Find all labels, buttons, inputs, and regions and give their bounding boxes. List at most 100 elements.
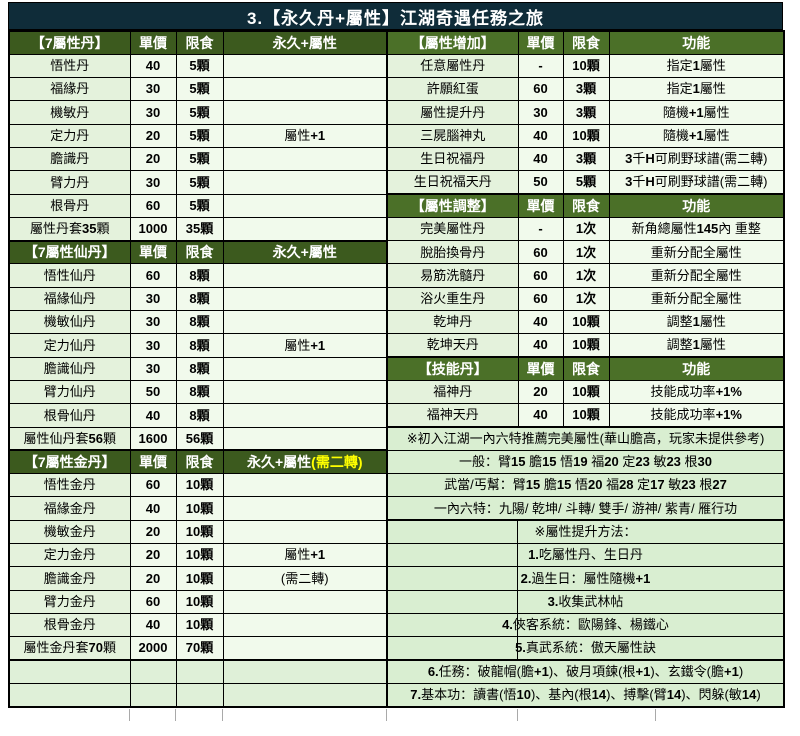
table-row: 屬性金丹套70顆 2000 70顆 bbox=[8, 636, 388, 662]
effect-cell bbox=[222, 100, 388, 125]
limit-cell: 10顆 bbox=[562, 310, 610, 335]
limit-cell: 5顆 bbox=[562, 170, 610, 196]
table-row: 福神丹 20 10顆 技能成功率+1% bbox=[386, 379, 785, 405]
note-row: 一內六特：九陽/ 乾坤/ 斗轉/ 雙手/ 游神/ 紫青/ 雁行功 bbox=[386, 496, 785, 521]
table-row: 易筋洗髓丹 60 1次 重新分配全屬性 bbox=[386, 263, 785, 288]
price-cell: 40 bbox=[129, 612, 177, 638]
price-cell: 60 bbox=[517, 240, 564, 265]
header-label: 永久+屬性 bbox=[272, 34, 337, 51]
section-header-cell: 限食 bbox=[562, 356, 610, 381]
item-name-cell: 悟性丹 bbox=[8, 53, 131, 79]
item-name-cell: 臂力仙丹 bbox=[8, 379, 131, 405]
limit-cell: 8顆 bbox=[175, 333, 224, 358]
effect-cell bbox=[222, 379, 388, 405]
price-cell: 40 bbox=[517, 403, 564, 429]
item-name-cell: 乾坤丹 bbox=[386, 310, 519, 335]
table-row: 三屍腦神丸 40 10顆 隨機+1屬性 bbox=[386, 123, 785, 148]
note-cell: 7.基本功：讀書(悟10)、基內(根14)、搏擊(臂14)、閃躲(敏14) bbox=[386, 682, 785, 708]
note-row: ※屬性提升方法： bbox=[386, 519, 785, 546]
table-row: 屬性丹套35顆 1000 35顆 bbox=[8, 216, 388, 242]
limit-cell: 5顆 bbox=[175, 123, 224, 148]
section-header-cell: 限食 bbox=[175, 449, 224, 475]
item-name-cell: 機敏丹 bbox=[8, 100, 131, 125]
section-header-cell: 【7屬性丹】 bbox=[8, 29, 131, 55]
table-row: 定力仙丹 30 8顆 屬性+1 bbox=[8, 333, 388, 358]
header-label: 【屬性調整】 bbox=[410, 197, 495, 214]
limit-cell: 5顆 bbox=[175, 170, 224, 195]
section-header-cell: 單價 bbox=[129, 29, 177, 55]
limit-cell: 10顆 bbox=[562, 333, 610, 359]
limit-cell: 8顆 bbox=[175, 403, 224, 428]
note-cell: 2.過生日：屬性隨機+1 bbox=[386, 566, 785, 592]
note-cell: ※初入江湖一內六特推薦完美屬性(華山膽高，玩家未提供參考) bbox=[386, 426, 785, 451]
price-cell: 40 bbox=[129, 496, 177, 521]
section-header-cell: 【7屬性金丹】 bbox=[8, 449, 131, 475]
effect-cell bbox=[222, 216, 388, 242]
limit-cell: 10顆 bbox=[175, 519, 224, 545]
item-name-cell: 悟性仙丹 bbox=[8, 263, 131, 288]
table-row: 膽識金丹 20 10顆 (需二轉) bbox=[8, 566, 388, 591]
item-name-cell: 機敏金丹 bbox=[8, 519, 131, 545]
price-cell: 30 bbox=[129, 333, 177, 358]
note-cell: 武當/丐幫：臂15 膽15 悟20 福28 定17 敏23 根27 bbox=[386, 473, 785, 498]
limit-cell: 5顆 bbox=[175, 53, 224, 79]
table-row: 臂力金丹 60 10顆 bbox=[8, 589, 388, 614]
section-header-cell: 限食 bbox=[175, 29, 224, 55]
item-name-cell: 乾坤天丹 bbox=[386, 333, 519, 359]
header-label: 限食 bbox=[185, 453, 214, 470]
item-name-cell: 根骨仙丹 bbox=[8, 403, 131, 428]
header-label: 限食 bbox=[185, 34, 214, 51]
limit-cell: 10顆 bbox=[175, 589, 224, 614]
table-row: 膽識丹 20 5顆 bbox=[8, 146, 388, 172]
table-row: 屬性提升丹 30 3顆 隨機+1屬性 bbox=[386, 100, 785, 125]
price-cell: 50 bbox=[129, 379, 177, 405]
item-name-cell: 屬性丹套35顆 bbox=[8, 216, 131, 242]
note-row: 一般：臂15 膽15 悟19 福20 定23 敏23 根30 bbox=[386, 449, 785, 475]
price-cell: 20 bbox=[129, 566, 177, 591]
item-name-cell: 福神丹 bbox=[386, 379, 519, 405]
effect-cell: 技能成功率+1% bbox=[608, 379, 785, 405]
effect-cell bbox=[222, 356, 388, 381]
price-cell: 40 bbox=[129, 53, 177, 79]
price-cell: 20 bbox=[517, 379, 564, 405]
table-row: 浴火重生丹 60 1次 重新分配全屬性 bbox=[386, 286, 785, 312]
item-name-cell: 完美屬性丹 bbox=[386, 216, 519, 242]
empty-cell bbox=[129, 682, 177, 708]
section-header-cell: 【屬性增加】 bbox=[386, 29, 519, 55]
price-cell: 60 bbox=[517, 263, 564, 288]
limit-cell: 10顆 bbox=[562, 53, 610, 79]
item-name-cell: 浴火重生丹 bbox=[386, 286, 519, 312]
table-row: 許願紅蛋 60 3顆 指定1屬性 bbox=[386, 77, 785, 102]
header-label: 單價 bbox=[526, 34, 555, 51]
header-highlight: (需二轉) bbox=[311, 453, 363, 470]
price-cell: 50 bbox=[517, 170, 564, 196]
empty-cell bbox=[175, 659, 224, 684]
header-label: 【7屬性丹】 bbox=[30, 34, 109, 51]
price-cell: 1000 bbox=[129, 216, 177, 242]
section-header-cell: 限食 bbox=[562, 193, 610, 218]
limit-cell: 10顆 bbox=[562, 379, 610, 405]
effect-cell: 屬性+1 bbox=[222, 333, 388, 358]
header-label: 限食 bbox=[185, 244, 214, 261]
note-cell: ※屬性提升方法： bbox=[386, 519, 785, 546]
item-name-cell: 定力丹 bbox=[8, 123, 131, 148]
price-cell: 20 bbox=[129, 543, 177, 568]
effect-cell: 隨機+1屬性 bbox=[608, 123, 785, 148]
limit-cell: 10顆 bbox=[175, 612, 224, 638]
price-cell: 20 bbox=[129, 123, 177, 148]
price-cell: 30 bbox=[517, 100, 564, 125]
section-header-row: 【7屬性金丹】 單價 限食 永久+屬性(需二轉) bbox=[8, 449, 388, 475]
price-cell: 30 bbox=[129, 356, 177, 381]
effect-cell: 指定1屬性 bbox=[608, 77, 785, 102]
item-name-cell: 脫胎換骨丹 bbox=[386, 240, 519, 265]
section-header-cell: 功能 bbox=[608, 356, 785, 381]
item-name-cell: 易筋洗髓丹 bbox=[386, 263, 519, 288]
effect-cell bbox=[222, 612, 388, 638]
item-name-cell: 屬性提升丹 bbox=[386, 100, 519, 125]
section-header-cell: 功能 bbox=[608, 29, 785, 55]
item-name-cell: 膽識金丹 bbox=[8, 566, 131, 591]
section-header-cell: 單價 bbox=[129, 239, 177, 265]
table-row: 完美屬性丹 -1次 新角總屬性145內 重整 bbox=[386, 216, 785, 242]
item-name-cell: 定力仙丹 bbox=[8, 333, 131, 358]
price-cell: - bbox=[517, 53, 564, 79]
